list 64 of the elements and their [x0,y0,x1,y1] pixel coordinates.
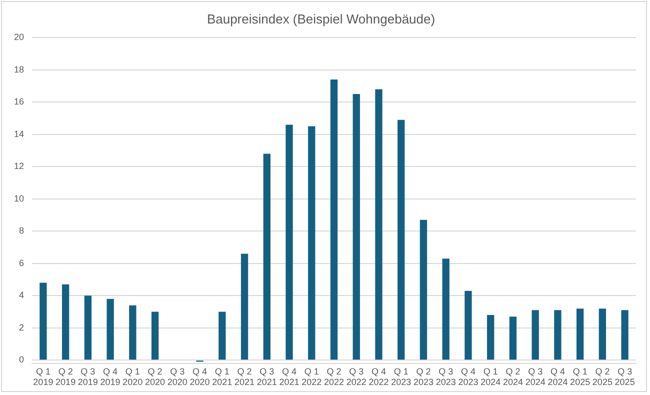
x-tick-label: Q 1 2023 [391,366,412,388]
x-tick-label: Q 2 2024 [502,366,523,388]
y-tick-label: 20 [14,32,24,42]
y-tick-label: 0 [18,354,24,365]
bar [442,258,450,360]
bar [554,310,562,360]
x-tick-label: Q 4 2019 [100,366,120,388]
bar [263,154,270,360]
bar [286,124,293,360]
bar [352,94,360,360]
x-tick-label: Q 2 2021 [234,366,255,388]
x-tick-label: Q 2 2022 [324,366,344,388]
x-tick-label: Q 1 2019 [33,366,54,388]
bar [464,290,472,360]
x-tick-label: Q 2 2025 [592,366,612,388]
bar [40,282,47,360]
bar [62,284,70,360]
y-tick-label: 18 [14,64,24,74]
bar [330,80,338,360]
y-tick-label: 2 [18,322,24,332]
bar [398,120,405,360]
x-tick-label: Q 2 2023 [413,366,434,388]
y-tick-label: 14 [14,128,24,139]
bar [509,316,517,360]
x-tick-label: Q 2 2019 [56,366,76,388]
x-tick-label: Q 1 2025 [570,366,590,388]
x-tick-label: Q 4 2024 [548,366,568,388]
x-tick-label: Q 4 2020 [190,366,210,388]
x-tick-label: Q 3 2022 [346,366,366,388]
x-tick-label: Q 1 2021 [212,366,232,388]
x-tick-label: Q 3 2023 [436,366,456,388]
y-tick-label: 12 [14,161,24,172]
bar [151,312,159,360]
y-tick-label: 8 [18,226,24,236]
y-tick-label: 4 [18,290,24,300]
y-tick-label: 16 [14,96,24,107]
y-tick-label: 10 [14,193,24,204]
x-tick-label: Q 1 2022 [302,366,322,388]
x-tick-label: Q 3 2019 [78,366,98,388]
bar [308,126,316,360]
bar [576,308,584,360]
bar [106,298,114,360]
x-tick-label: Q 3 2024 [525,366,546,388]
y-tick-label: 6 [18,258,24,268]
x-tick-label: Q 4 2023 [458,366,478,388]
x-tick-label: Q 3 2020 [167,366,188,388]
x-tick-label: Q 3 2021 [256,366,277,388]
bar [621,310,628,360]
bar [375,89,382,360]
bar [84,296,92,360]
x-tick-label: Q 1 2024 [480,366,501,388]
x-tick-label: Q 1 2020 [122,366,143,388]
bar [129,305,136,360]
bar [218,312,226,360]
x-tick-label: Q 4 2021 [279,366,300,388]
x-tick-label: Q 3 2025 [614,366,635,388]
bar [420,220,428,360]
x-tick-label: Q 4 2022 [368,366,389,388]
bar [532,310,539,360]
bar [240,254,248,360]
bar [598,308,606,360]
x-tick-label: Q 2 2020 [145,366,166,388]
chart-title: Baupreisindex (Beispiel Wohngebäude) [206,11,436,26]
bar [487,315,494,360]
